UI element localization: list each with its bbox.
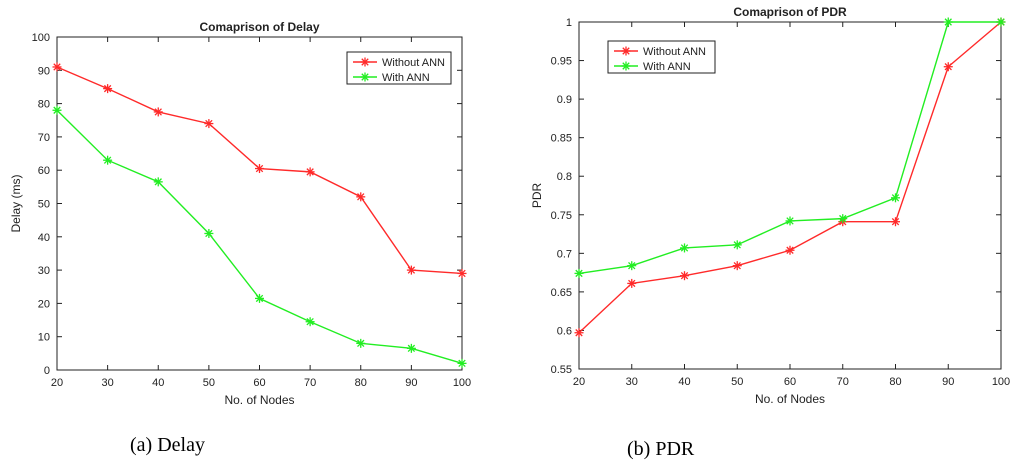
delay-y-tick-label: 90	[38, 65, 50, 77]
delay-y-axis-label: Delay (ms)	[9, 174, 23, 232]
pdr-y-tick-label: 0.95	[551, 56, 572, 68]
pdr-x-tick-label: 80	[889, 376, 901, 388]
delay-x-tick-label: 80	[355, 377, 367, 389]
delay-plot-area	[56, 36, 463, 371]
delay-y-tick-label: 100	[32, 32, 50, 44]
pdr-legend-marker	[621, 61, 631, 71]
pdr-x-tick-label: 100	[992, 376, 1010, 388]
pdr-x-tick-label: 60	[784, 376, 796, 388]
pdr-x-tick-label: 90	[942, 376, 954, 388]
pdr-y-tick-label: 0.6	[557, 325, 572, 337]
delay-x-tick-label: 50	[203, 377, 215, 389]
pdr-chart-panel: 20 30 40 50 60 70 80 90 100 0.55 0.6 0.65 0.7 0.75 0.8…	[507, 0, 1017, 469]
pdr-chart: 20 30 40 50 60 70 80 90 100 0.55 0.6 0.65 0.7 0.75 0.8…	[530, 5, 1010, 406]
delay-x-tick-label: 20	[51, 377, 63, 389]
pdr-x-tick-label: 20	[573, 376, 585, 388]
delay-chart-panel: 20 30 40 50 60 70 80 90 100 0 10 20 30 40 50 60 70 80 90 10…	[0, 0, 500, 469]
delay-legend-marker	[360, 57, 370, 67]
delay-y-tick-label: 0	[44, 365, 50, 377]
delay-y-tick-label: 40	[38, 232, 50, 244]
delay-y-tick-label: 80	[38, 99, 50, 111]
delay-data-point	[255, 293, 264, 303]
delay-x-tick-label: 30	[102, 377, 114, 389]
delay-legend-box	[346, 51, 452, 85]
delay-data-point	[204, 119, 214, 129]
delay-data-point	[153, 107, 163, 117]
pdr-plot-area	[578, 21, 1002, 370]
pdr-y-tick-label: 0.8	[557, 171, 572, 183]
delay-data-point	[305, 317, 315, 327]
delay-x-tick-label: 60	[253, 377, 265, 389]
delay-data-point	[103, 155, 113, 165]
delay-x-tick-label: 90	[405, 377, 417, 389]
delay-y-tick-label: 50	[38, 199, 50, 211]
pdr-data-point	[891, 217, 900, 227]
pdr-data-point	[680, 271, 689, 281]
delay-legend-label: Without ANN	[382, 57, 445, 69]
delay-y-tick-label: 70	[38, 132, 50, 144]
delay-chart-caption: (a) Delay	[130, 434, 205, 456]
delay-data-point	[52, 62, 62, 72]
delay-x-tick-label: 100	[453, 377, 471, 389]
pdr-chart-title: Comaprison of PDR	[733, 5, 847, 19]
pdr-data-point	[574, 268, 584, 278]
delay-data-point	[406, 343, 416, 353]
delay-y-tick-label: 10	[38, 332, 50, 344]
pdr-y-tick-label: 0.7	[557, 248, 572, 260]
pdr-legend-label: Without ANN	[643, 46, 706, 58]
pdr-data-point	[943, 17, 953, 27]
pdr-data-point	[627, 278, 637, 288]
pdr-y-tick-label: 0.65	[551, 287, 572, 299]
pdr-data-point	[785, 245, 795, 255]
delay-data-point	[103, 84, 113, 94]
pdr-y-axis-label: PDR	[530, 183, 544, 209]
pdr-x-axis-label: No. of Nodes	[755, 392, 825, 406]
pdr-data-point	[680, 243, 689, 253]
pdr-data-point	[732, 240, 742, 250]
pdr-data-point	[785, 216, 795, 226]
delay-legend-label: With ANN	[382, 72, 430, 84]
pdr-data-point	[943, 62, 953, 72]
pdr-y-tick-label: 0.75	[551, 210, 572, 222]
pdr-x-tick-label: 50	[731, 376, 743, 388]
delay-data-point	[457, 268, 467, 278]
pdr-y-tick-label: 0.85	[551, 133, 572, 145]
pdr-x-tick-label: 30	[626, 376, 638, 388]
pdr-legend-label: With ANN	[643, 61, 691, 73]
delay-data-point	[356, 192, 366, 202]
delay-data-point	[457, 358, 467, 368]
pdr-data-point	[838, 214, 848, 224]
delay-x-tick-label: 70	[304, 377, 316, 389]
delay-data-point	[204, 228, 214, 238]
pdr-legend-marker	[621, 46, 631, 56]
pdr-data-point	[996, 17, 1006, 27]
pdr-y-tick-label: 1	[566, 17, 572, 29]
delay-y-tick-label: 30	[38, 265, 50, 277]
delay-data-point	[356, 338, 366, 348]
delay-chart: 20 30 40 50 60 70 80 90 100 0 10 20 30 40 50 60 70 80 90 10…	[9, 20, 471, 407]
pdr-y-tick-label: 0.55	[551, 364, 572, 376]
delay-legend-marker	[360, 72, 370, 82]
pdr-data-point	[732, 261, 742, 271]
pdr-x-tick-label: 70	[837, 376, 849, 388]
delay-y-tick-label: 20	[38, 298, 50, 310]
delay-data-point	[52, 105, 62, 115]
pdr-data-point	[574, 328, 584, 338]
delay-chart-title: Comaprison of Delay	[199, 20, 319, 34]
delay-x-tick-label: 40	[152, 377, 164, 389]
pdr-data-point	[627, 261, 637, 271]
pdr-y-tick-label: 0.9	[557, 94, 572, 106]
pdr-data-point	[891, 193, 900, 203]
delay-data-point	[153, 177, 163, 187]
delay-data-point	[255, 164, 264, 174]
delay-y-tick-label: 60	[38, 165, 50, 177]
delay-x-axis-label: No. of Nodes	[224, 393, 294, 407]
pdr-x-tick-label: 40	[678, 376, 690, 388]
delay-data-point	[305, 167, 315, 177]
delay-data-point	[406, 265, 416, 275]
pdr-chart-caption: (b) PDR	[627, 438, 695, 460]
